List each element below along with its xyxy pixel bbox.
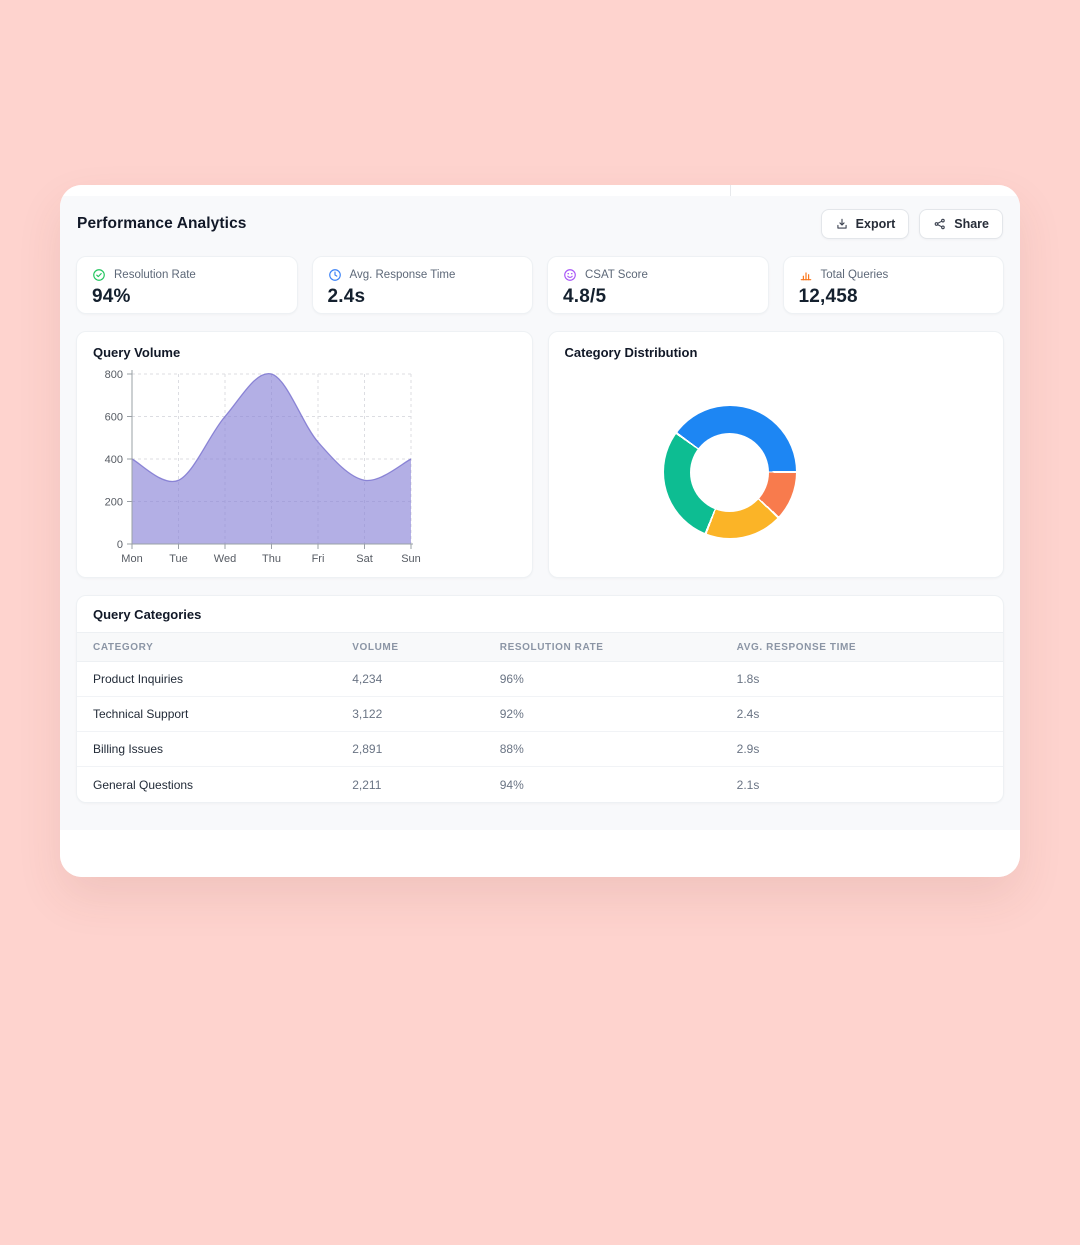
category-distribution-card: Category Distribution bbox=[547, 331, 1004, 578]
stat-value: 4.8/5 bbox=[563, 286, 607, 307]
table-title: Query Categories bbox=[93, 606, 202, 622]
value-cell: 1.8s bbox=[736, 672, 760, 686]
table-header-row: Category Volume Resolution Rate Avg. Respon… bbox=[77, 632, 1003, 662]
window-footer bbox=[60, 830, 1020, 877]
donut-hole bbox=[690, 432, 769, 512]
stat-label: Avg. Response Time bbox=[349, 269, 456, 281]
svg-text:Mon: Mon bbox=[121, 553, 142, 565]
table-row: Product Inquiries 4,234 96% 1.8s bbox=[77, 662, 1003, 697]
check-circle-icon bbox=[92, 268, 106, 282]
query-volume-area-chart: 0 200 400 600 800 Mon Tue Wed Thu Fri Sat Sun bbox=[105, 369, 421, 565]
category-cell: Technical Support bbox=[93, 707, 189, 721]
stat-label: Total Queries bbox=[820, 269, 889, 281]
stat-label: Resolution Rate bbox=[114, 269, 196, 281]
svg-text:200: 200 bbox=[105, 497, 123, 509]
value-cell: 2.9s bbox=[736, 742, 760, 756]
svg-text:0: 0 bbox=[117, 539, 123, 551]
table-column-header: Resolution Rate bbox=[499, 641, 604, 653]
svg-text:800: 800 bbox=[105, 369, 123, 381]
svg-text:Sat: Sat bbox=[356, 553, 373, 565]
category-cell: General Questions bbox=[93, 777, 194, 792]
svg-text:Fri: Fri bbox=[312, 553, 325, 565]
table-row: General Questions 2,211 94% 2.1s bbox=[77, 767, 1003, 802]
charts-row: Query Volume 0 200 400 600 800 Mon Tue Wed Thu Fr… bbox=[76, 331, 1004, 578]
svg-text:Sun: Sun bbox=[401, 553, 421, 565]
stat-card-resolution-rate: Resolution Rate 94% bbox=[76, 256, 298, 314]
stat-value: 12,458 bbox=[798, 286, 858, 307]
category-cell: Billing Issues bbox=[93, 742, 164, 756]
smiley-icon bbox=[563, 268, 577, 282]
share-button[interactable]: Share bbox=[919, 209, 1003, 239]
titlebar-divider bbox=[730, 185, 731, 196]
stat-cards-row: Resolution Rate 94% Avg. Response Time 2… bbox=[76, 256, 1004, 314]
value-cell: 3,122 bbox=[352, 707, 383, 721]
stat-card-total-queries: Total Queries 12,458 bbox=[782, 256, 1004, 314]
value-cell: 2.4s bbox=[736, 707, 760, 721]
table-body: Product Inquiries 4,234 96% 1.8s Technical S… bbox=[77, 662, 1003, 802]
category-distribution-donut-chart bbox=[663, 406, 796, 538]
chart-title: Query Volume bbox=[93, 345, 181, 360]
value-cell: 96% bbox=[499, 672, 524, 686]
app-window: Performance Analytics Export bbox=[60, 185, 1020, 877]
share-icon bbox=[933, 217, 947, 231]
value-cell: 94% bbox=[499, 777, 524, 792]
chart-title: Category Distribution bbox=[564, 345, 698, 360]
table-row: Technical Support 3,122 92% 2.4s bbox=[77, 697, 1003, 732]
category-cell: Product Inquiries bbox=[93, 672, 184, 686]
query-volume-card: Query Volume 0 200 400 600 800 Mon Tue Wed Thu Fr… bbox=[76, 331, 533, 578]
share-button-label: Share bbox=[954, 217, 989, 231]
value-cell: 2,211 bbox=[352, 777, 382, 792]
table-row: Billing Issues 2,891 88% 2.9s bbox=[77, 732, 1003, 767]
table-column-header: Avg. Response Time bbox=[736, 641, 857, 653]
value-cell: 4,234 bbox=[352, 672, 383, 686]
svg-text:Tue: Tue bbox=[169, 553, 188, 565]
svg-text:Thu: Thu bbox=[262, 553, 281, 565]
svg-text:400: 400 bbox=[105, 454, 123, 466]
query-categories-table-card: Query Categories Category Volume Resolutio… bbox=[76, 595, 1004, 803]
value-cell: 2,891 bbox=[352, 742, 383, 756]
export-button[interactable]: Export bbox=[820, 209, 910, 239]
header-actions: Export Share bbox=[820, 209, 1003, 239]
download-icon bbox=[835, 217, 849, 231]
bar-chart-icon bbox=[799, 268, 813, 282]
stat-card-avg-response-time: Avg. Response Time 2.4s bbox=[311, 256, 533, 314]
page-header: Performance Analytics Export bbox=[77, 209, 1003, 239]
stat-card-csat-score: CSAT Score 4.8/5 bbox=[547, 256, 769, 314]
svg-text:600: 600 bbox=[105, 412, 123, 424]
stat-value: 94% bbox=[92, 286, 131, 307]
table-column-header: Category bbox=[93, 641, 154, 653]
stat-value: 2.4s bbox=[327, 286, 366, 307]
export-button-label: Export bbox=[855, 217, 896, 231]
stat-label: CSAT Score bbox=[585, 269, 648, 281]
window-titlebar bbox=[60, 185, 1020, 196]
dashboard-content: Performance Analytics Export bbox=[60, 196, 1020, 830]
value-cell: 2.1s bbox=[736, 777, 760, 792]
page-title: Performance Analytics bbox=[77, 215, 247, 232]
value-cell: 88% bbox=[499, 742, 524, 756]
table-column-header: Volume bbox=[352, 641, 399, 653]
value-cell: 92% bbox=[499, 707, 524, 721]
svg-text:Wed: Wed bbox=[214, 553, 236, 565]
clock-icon bbox=[328, 268, 342, 282]
